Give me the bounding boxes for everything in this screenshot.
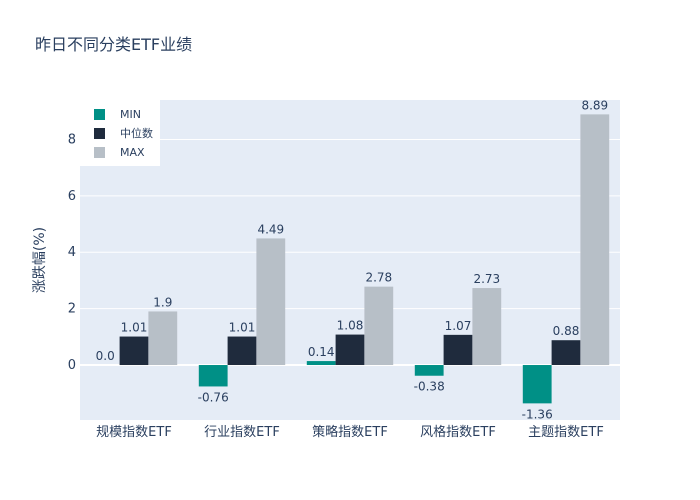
y-tick-label: 6 (68, 189, 76, 204)
bars (119, 114, 610, 404)
legend-label: 中位数 (120, 126, 153, 140)
bar-max (580, 114, 610, 366)
x-tick-label: 风格指数ETF (420, 424, 496, 440)
data-label: -0.76 (198, 390, 229, 404)
data-label: 1.08 (337, 319, 364, 333)
bar-中位数 (443, 334, 473, 366)
bar-中位数 (119, 336, 149, 366)
bar-min (306, 361, 336, 366)
x-axis-ticks: 规模指数ETF 行业指数ETF 策略指数ETF 风格指数ETF 主题指数ETF (96, 424, 604, 440)
bar-min (198, 365, 228, 387)
legend-swatch (94, 128, 105, 139)
bar-max (472, 288, 502, 366)
bar-max (364, 286, 394, 366)
data-label: 0.14 (308, 345, 335, 359)
legend-swatch (94, 109, 105, 120)
x-tick-label: 主题指数ETF (528, 425, 604, 440)
bar-max (148, 311, 178, 366)
data-label: 4.49 (257, 222, 284, 236)
x-tick-label: 行业指数ETF (204, 425, 280, 440)
chart-title: 昨日不同分类ETF业绩 (35, 35, 192, 54)
bar-min (522, 365, 552, 404)
y-tick-label: 2 (68, 302, 76, 317)
bar-中位数 (335, 334, 365, 366)
data-label: 1.01 (121, 321, 148, 335)
bar-中位数 (227, 336, 257, 366)
bar-中位数 (551, 340, 581, 366)
x-tick-label: 规模指数ETF (96, 425, 172, 440)
x-tick-label: 策略指数ETF (312, 424, 388, 440)
data-label: 2.73 (473, 272, 500, 286)
data-label: -1.36 (522, 407, 553, 421)
bar-max (256, 238, 286, 366)
y-axis-ticks: 0 2 4 6 8 (68, 132, 76, 373)
data-label: 1.9 (153, 295, 172, 309)
legend-box (80, 100, 160, 166)
data-label: 0.0 (96, 349, 115, 363)
legend-label: MIN (120, 108, 141, 121)
data-label: 8.89 (581, 98, 608, 112)
y-tick-label: 0 (68, 358, 76, 373)
data-label: 0.88 (553, 324, 580, 338)
y-tick-label: 8 (68, 132, 76, 147)
data-labels: 0.0 1.01 1.9 -0.76 1.01 4.49 0.141.08 2.78 -0.38… (96, 98, 609, 421)
legend-label: MAX (120, 146, 145, 159)
legend-swatch (94, 147, 105, 158)
bar-min (414, 365, 444, 376)
y-tick-label: 4 (68, 245, 76, 260)
legend: MIN 中位数 MAX (80, 100, 160, 166)
data-label: 1.07 (445, 319, 472, 333)
data-label: -0.38 (414, 380, 445, 394)
y-axis-label: 涨跌幅(%) (32, 227, 48, 293)
data-label: 2.78 (365, 271, 392, 285)
data-label: 1.01 (229, 321, 256, 335)
